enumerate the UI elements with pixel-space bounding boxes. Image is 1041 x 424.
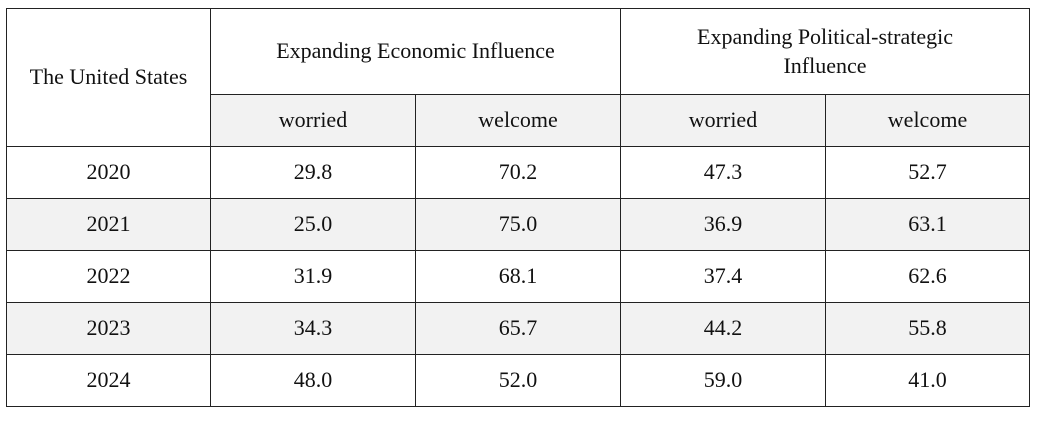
cell-economic-welcome: 68.1	[415, 250, 621, 303]
table-row: 2023 34.3 65.7 44.2 55.8	[6, 302, 1030, 355]
row-year: 2020	[6, 146, 211, 199]
subheader-political-worried: worried	[620, 94, 826, 147]
table-row: 2022 31.9 68.1 37.4 62.6	[6, 250, 1030, 303]
group-header-political-text: Expanding Political-strategic Influence	[697, 23, 953, 78]
row-year: 2022	[6, 250, 211, 303]
cell-political-worried: 59.0	[620, 354, 826, 407]
header-row-groups: The United States Expanding Economic Inf…	[6, 8, 1030, 147]
cell-political-welcome: 63.1	[825, 198, 1030, 251]
cell-economic-worried: 34.3	[210, 302, 416, 355]
table-container: The United States Expanding Economic Inf…	[6, 8, 1030, 407]
cell-political-welcome: 41.0	[825, 354, 1030, 407]
cell-political-welcome: 62.6	[825, 250, 1030, 303]
table-row: 2021 25.0 75.0 36.9 63.1	[6, 198, 1030, 251]
influence-survey-table: The United States Expanding Economic Inf…	[6, 8, 1030, 407]
cell-economic-worried: 25.0	[210, 198, 416, 251]
subheader-economic-welcome: welcome	[415, 94, 621, 147]
cell-economic-welcome: 52.0	[415, 354, 621, 407]
subheader-economic-worried: worried	[210, 94, 416, 147]
cell-political-welcome: 52.7	[825, 146, 1030, 199]
cell-political-worried: 44.2	[620, 302, 826, 355]
row-year: 2023	[6, 302, 211, 355]
corner-header: The United States	[6, 8, 211, 147]
header-row-sub: worried welcome worried welcome	[6, 94, 1030, 147]
table-row: 2024 48.0 52.0 59.0 41.0	[6, 354, 1030, 407]
cell-political-worried: 47.3	[620, 146, 826, 199]
group-header-economic: Expanding Economic Influence	[210, 8, 621, 95]
row-year: 2021	[6, 198, 211, 251]
cell-economic-worried: 31.9	[210, 250, 416, 303]
cell-economic-worried: 48.0	[210, 354, 416, 407]
cell-political-welcome: 55.8	[825, 302, 1030, 355]
cell-economic-welcome: 70.2	[415, 146, 621, 199]
cell-economic-welcome: 75.0	[415, 198, 621, 251]
cell-political-worried: 37.4	[620, 250, 826, 303]
subheader-political-welcome: welcome	[825, 94, 1030, 147]
row-year: 2024	[6, 354, 211, 407]
group-header-political: Expanding Political-strategic Influence	[620, 8, 1030, 95]
cell-economic-worried: 29.8	[210, 146, 416, 199]
cell-economic-welcome: 65.7	[415, 302, 621, 355]
table-row: 2020 29.8 70.2 47.3 52.7	[6, 146, 1030, 199]
cell-political-worried: 36.9	[620, 198, 826, 251]
